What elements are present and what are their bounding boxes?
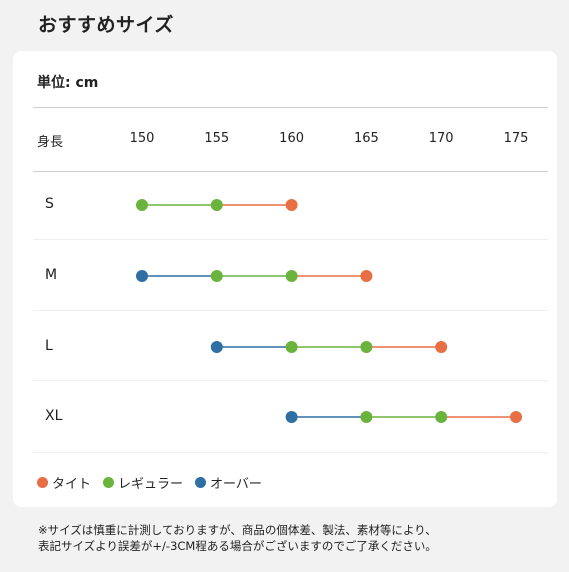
row-divider xyxy=(33,239,548,240)
row-divider xyxy=(33,310,548,311)
point-s-150-regular xyxy=(136,199,148,211)
legend-label-over: オーバー xyxy=(210,477,262,492)
tick-label: 170 xyxy=(428,131,454,146)
divider xyxy=(33,107,548,108)
note-line-2: 表記サイズより誤差が+/-3CM程ある場合がございますのでご了承ください。 xyxy=(38,539,437,553)
tick-label: 155 xyxy=(204,131,230,146)
point-l-155-over xyxy=(210,341,223,353)
point-xl-170-regular xyxy=(435,411,448,423)
legend-item-regular: レギュラー xyxy=(103,473,183,492)
point-s-155-regular xyxy=(210,199,223,211)
size-label-s: S xyxy=(45,196,54,212)
legend-label-tight: タイト xyxy=(52,477,92,492)
point-l-165-regular xyxy=(360,341,373,353)
point-m-165-tight xyxy=(360,270,373,282)
size-label-xl: XL xyxy=(45,408,63,424)
point-m-150-over xyxy=(136,270,148,282)
point-xl-165-regular xyxy=(360,411,373,423)
point-m-160-regular xyxy=(285,270,298,282)
unit-label: 単位: cm xyxy=(37,75,99,91)
point-xl-175-tight xyxy=(510,411,522,423)
note-line-1: ※サイズは慎重に計測しておりますが、商品の個体差、製法、素材等により、 xyxy=(38,523,437,537)
size-range-chart xyxy=(136,199,522,423)
tick-label: 165 xyxy=(353,131,379,146)
over-dot-icon xyxy=(195,477,207,488)
point-s-160-tight xyxy=(285,199,298,211)
size-label-m: M xyxy=(45,267,58,283)
tight-dot-icon xyxy=(37,477,48,488)
row-divider xyxy=(33,380,548,381)
tick-label: 175 xyxy=(503,131,529,146)
legend-item-over: オーバー xyxy=(195,473,262,492)
legend-item-tight: タイト xyxy=(37,473,91,492)
divider xyxy=(33,171,548,172)
regular-dot-icon xyxy=(103,477,115,488)
height-axis-label: 身長 xyxy=(37,135,64,150)
size-chart-card: 単位: cm 身長 150 155 160 165 170 175 S M L XL タイト レ… xyxy=(13,51,557,507)
legend-label-regular: レギュラー xyxy=(118,477,184,492)
point-l-160-regular xyxy=(285,341,298,353)
point-l-170-tight xyxy=(435,341,448,353)
size-label-l: L xyxy=(45,338,53,354)
point-m-155-regular xyxy=(210,270,223,282)
tick-label: 160 xyxy=(279,131,304,146)
row-divider xyxy=(33,452,548,453)
point-xl-160-over xyxy=(285,411,298,423)
tick-label: 150 xyxy=(129,131,155,146)
disclaimer-note: ※サイズは慎重に計測しておりますが、商品の個体差、製法、素材等により、 表記サイ… xyxy=(38,522,437,554)
page-title: おすすめサイズ xyxy=(38,14,174,36)
legend: タイト レギュラー オーバー xyxy=(37,473,274,492)
